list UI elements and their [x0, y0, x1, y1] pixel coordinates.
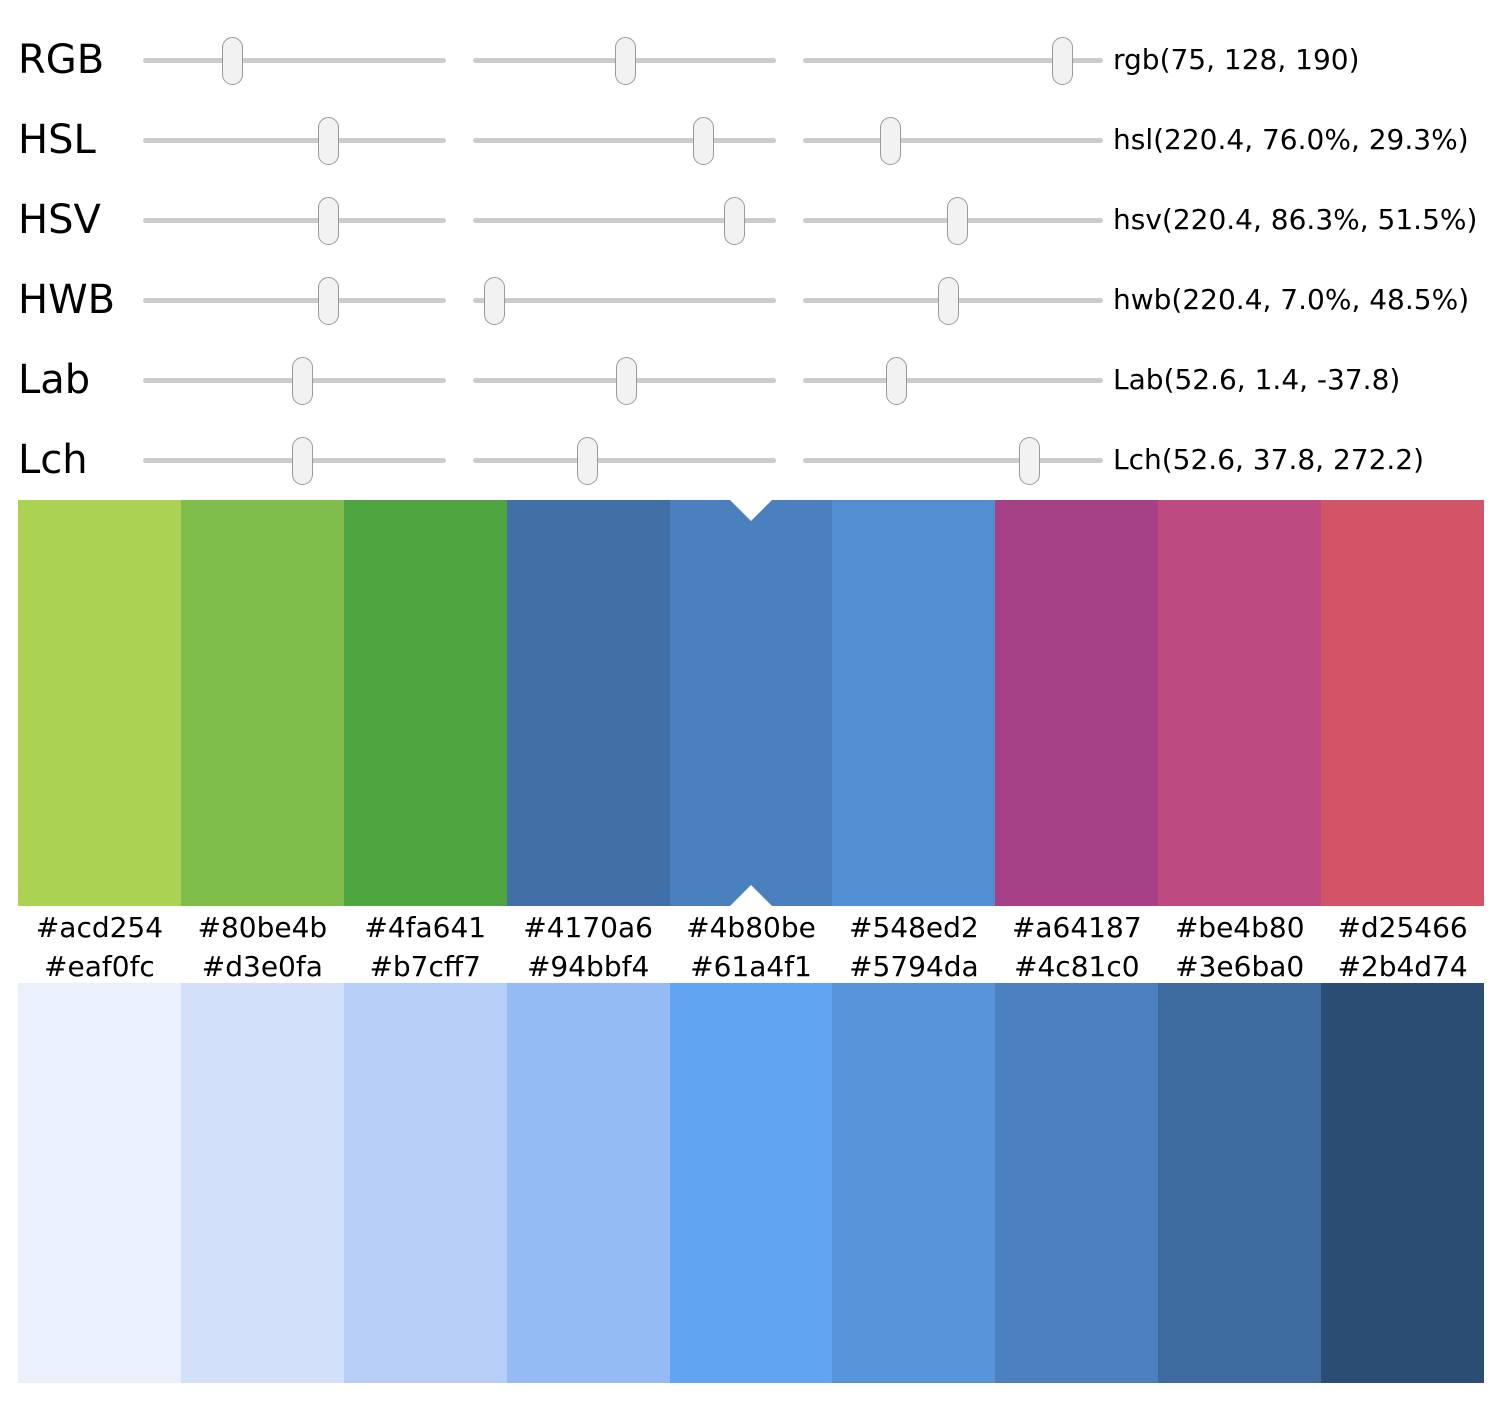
- slider-track[interactable]: [473, 138, 776, 143]
- slider-track[interactable]: [803, 58, 1103, 63]
- slider-handle[interactable]: [577, 437, 599, 485]
- swatch-hex-label: #d25466: [1337, 911, 1468, 944]
- color-value-text: rgb(75, 128, 190): [1113, 43, 1360, 76]
- color-swatch[interactable]: [1321, 500, 1485, 906]
- color-swatch[interactable]: [669, 500, 833, 906]
- swatch-hex-label: #61a4f1: [690, 950, 812, 983]
- slider-track-group: [143, 420, 1103, 500]
- slider-track[interactable]: [473, 298, 776, 303]
- slider-handle[interactable]: [317, 277, 339, 325]
- palette-hex-labels-secondary: #eaf0fc #d3e0fa #b7cff7 #94bbf4 #61a4f1 #5794…: [18, 950, 1484, 983]
- swatch-hex-label: #eaf0fc: [44, 950, 155, 983]
- swatch-hex-label: #4170a6: [523, 911, 653, 944]
- slider-track[interactable]: [473, 458, 776, 463]
- swatch-hex-label: #4b80be: [686, 911, 816, 944]
- slider-track[interactable]: [803, 458, 1103, 463]
- color-swatch[interactable]: [18, 500, 181, 906]
- slider-handle[interactable]: [317, 197, 339, 245]
- swatch-hex-label: #be4b80: [1174, 911, 1305, 944]
- slider-handle[interactable]: [291, 437, 313, 485]
- slider-row-hsv: HSV hsv(220.4, 86.3%, 51.5%): [0, 180, 1501, 260]
- slider-handle[interactable]: [483, 277, 505, 325]
- color-space-sliders: RGB rgb(75, 128, 190) HSL hsl(220.4, 76.0%,…: [0, 0, 1501, 500]
- slider-track[interactable]: [143, 298, 446, 303]
- selected-marker-bottom-icon: [730, 885, 772, 906]
- slider-track-group: [143, 180, 1103, 260]
- color-swatch[interactable]: [506, 500, 670, 906]
- swatch-hex-label: #4c81c0: [1014, 950, 1140, 983]
- slider-handle[interactable]: [1019, 437, 1041, 485]
- palette-hex-labels-primary: #acd254 #80be4b #4fa641 #4170a6 #4b80be #548e…: [18, 906, 1484, 950]
- slider-handle[interactable]: [291, 357, 313, 405]
- selected-marker-top-icon: [730, 500, 772, 521]
- slider-track[interactable]: [143, 58, 446, 63]
- color-swatch[interactable]: [1158, 500, 1322, 906]
- slider-row-rgb: RGB rgb(75, 128, 190): [0, 20, 1501, 100]
- slider-handle[interactable]: [723, 197, 745, 245]
- color-swatch[interactable]: [343, 983, 507, 1383]
- swatch-hex-label: #d3e0fa: [201, 950, 323, 983]
- color-value-text: Lab(52.6, 1.4, -37.8): [1113, 363, 1401, 396]
- slider-track[interactable]: [803, 378, 1103, 383]
- swatch-hex-label: #80be4b: [197, 911, 328, 944]
- slider-handle[interactable]: [885, 357, 907, 405]
- slider-handle[interactable]: [1052, 37, 1073, 85]
- slider-row-lch: Lch Lch(52.6, 37.8, 272.2): [0, 420, 1501, 500]
- color-swatch[interactable]: [995, 500, 1159, 906]
- slider-track-group: [143, 340, 1103, 420]
- color-swatch[interactable]: [506, 983, 670, 1383]
- slider-row-lab: Lab Lab(52.6, 1.4, -37.8): [0, 340, 1501, 420]
- swatch-hex-label: #4fa641: [364, 911, 487, 944]
- color-swatch[interactable]: [832, 500, 996, 906]
- slider-track-group: [143, 100, 1103, 180]
- palette-strip-secondary: [18, 983, 1485, 1383]
- slider-handle[interactable]: [221, 37, 243, 85]
- slider-row-label: Lch: [18, 437, 88, 483]
- slider-row-label: HWB: [18, 277, 116, 323]
- color-swatch[interactable]: [832, 983, 996, 1383]
- slider-track[interactable]: [473, 218, 776, 223]
- swatch-hex-label: #a64187: [1011, 911, 1142, 944]
- swatch-hex-label: #5794da: [849, 950, 979, 983]
- slider-handle[interactable]: [317, 117, 339, 165]
- swatch-hex-label: #3e6ba0: [1175, 950, 1305, 983]
- slider-row-label: HSV: [18, 197, 101, 243]
- slider-track-group: [143, 260, 1103, 340]
- color-swatch[interactable]: [669, 983, 833, 1383]
- slider-row-label: RGB: [18, 37, 105, 83]
- swatch-hex-label: #2b4d74: [1337, 950, 1468, 983]
- swatch-hex-label: #b7cff7: [369, 950, 481, 983]
- color-value-text: hsl(220.4, 76.0%, 29.3%): [1113, 123, 1469, 156]
- color-swatch[interactable]: [180, 983, 344, 1383]
- slider-handle[interactable]: [880, 117, 902, 165]
- color-value-text: Lch(52.6, 37.8, 272.2): [1113, 443, 1425, 476]
- color-swatch[interactable]: [343, 500, 507, 906]
- slider-track-group: [143, 20, 1103, 100]
- slider-track[interactable]: [143, 138, 446, 143]
- slider-row-hwb: HWB hwb(220.4, 7.0%, 48.5%): [0, 260, 1501, 340]
- slider-track[interactable]: [143, 218, 446, 223]
- color-swatch[interactable]: [995, 983, 1159, 1383]
- color-value-text: hsv(220.4, 86.3%, 51.5%): [1113, 203, 1478, 236]
- slider-handle[interactable]: [692, 117, 714, 165]
- slider-row-hsl: HSL hsl(220.4, 76.0%, 29.3%): [0, 100, 1501, 180]
- slider-row-label: HSL: [18, 117, 96, 163]
- color-value-text: hwb(220.4, 7.0%, 48.5%): [1113, 283, 1470, 316]
- slider-handle[interactable]: [616, 357, 638, 405]
- color-swatch[interactable]: [18, 983, 181, 1383]
- swatch-hex-label: #548ed2: [849, 911, 979, 944]
- color-swatch[interactable]: [1158, 983, 1322, 1383]
- swatch-hex-label: #94bbf4: [526, 950, 650, 983]
- swatch-hex-label: #acd254: [35, 911, 164, 944]
- slider-handle[interactable]: [614, 37, 636, 85]
- slider-handle[interactable]: [947, 197, 968, 245]
- slider-handle[interactable]: [938, 277, 959, 325]
- palette-strip-primary: [18, 500, 1485, 906]
- slider-track[interactable]: [803, 138, 1103, 143]
- slider-row-label: Lab: [18, 357, 91, 403]
- color-swatch[interactable]: [1321, 983, 1485, 1383]
- color-swatch[interactable]: [180, 500, 344, 906]
